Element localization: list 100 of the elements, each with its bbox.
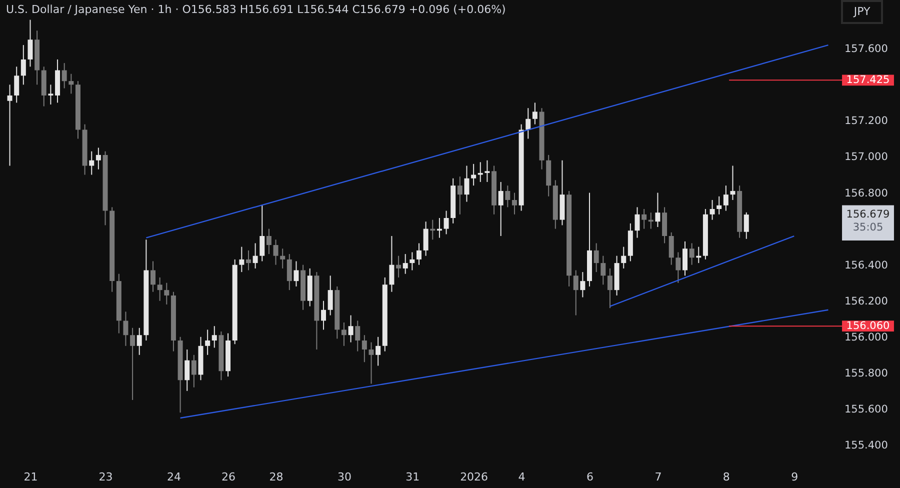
candlestick bbox=[573, 270, 578, 316]
candlestick bbox=[423, 221, 428, 256]
ref-line-label: 156.060 bbox=[846, 320, 890, 332]
candlestick bbox=[396, 255, 402, 278]
candlestick bbox=[321, 300, 326, 330]
x-tick-label: 7 bbox=[654, 470, 662, 484]
candlestick bbox=[362, 334, 367, 363]
candlestick bbox=[260, 204, 265, 262]
x-tick-label: 2026 bbox=[460, 470, 488, 484]
x-tick-label: 26 bbox=[222, 470, 236, 484]
y-tick-label: 156.400 bbox=[844, 259, 888, 272]
candlestick bbox=[410, 252, 415, 271]
candlestick bbox=[62, 62, 67, 89]
candlestick bbox=[157, 276, 162, 302]
x-tick-label: 31 bbox=[406, 470, 420, 484]
y-tick-label: 155.600 bbox=[844, 403, 888, 416]
y-tick-label: 157.200 bbox=[844, 115, 888, 128]
candlestick bbox=[676, 252, 681, 284]
candlestick bbox=[246, 250, 251, 271]
candlestick bbox=[730, 165, 736, 200]
text: 35:05 bbox=[852, 222, 884, 234]
candlestick bbox=[642, 208, 647, 230]
x-tick-label: 6 bbox=[586, 470, 594, 484]
candlestick bbox=[341, 322, 346, 346]
candlestick bbox=[89, 150, 94, 176]
x-tick-label: 9 bbox=[791, 470, 798, 484]
candlestick bbox=[212, 326, 217, 348]
candlestick bbox=[689, 242, 694, 266]
candlestick bbox=[526, 108, 531, 140]
candlestick bbox=[498, 181, 504, 237]
candlestick bbox=[191, 354, 196, 388]
candlestick bbox=[294, 260, 299, 287]
candlestick bbox=[150, 260, 156, 292]
candlestick bbox=[28, 19, 33, 68]
y-tick-label: 156.200 bbox=[844, 295, 888, 308]
candlestick bbox=[655, 192, 660, 228]
x-tick-label: 24 bbox=[166, 470, 181, 484]
candlestick bbox=[184, 349, 190, 392]
candlestick bbox=[348, 314, 354, 343]
candlestick bbox=[130, 327, 136, 400]
candlestick bbox=[252, 242, 258, 269]
ref-line-label: 157.425 bbox=[846, 74, 890, 86]
x-tick-label: 30 bbox=[337, 470, 352, 484]
candlestick bbox=[723, 185, 728, 212]
candlestick bbox=[123, 311, 128, 346]
candlestick bbox=[457, 176, 462, 215]
candlestick bbox=[668, 232, 674, 266]
candlestick bbox=[662, 206, 668, 244]
y-tick-label: 156.800 bbox=[844, 187, 888, 200]
candlestick bbox=[20, 44, 26, 86]
candlestick bbox=[328, 275, 333, 316]
candlestick bbox=[621, 246, 626, 269]
candlestick bbox=[205, 329, 210, 356]
x-tick-label: 28 bbox=[269, 470, 284, 484]
candlestick bbox=[594, 242, 599, 273]
candlestick bbox=[471, 163, 476, 186]
candlestick bbox=[7, 84, 12, 166]
candlestick bbox=[634, 206, 640, 238]
candlestick bbox=[368, 342, 374, 384]
candlestick bbox=[600, 255, 606, 286]
candlestick bbox=[68, 73, 74, 94]
candlestick bbox=[136, 327, 142, 356]
y-tick-label: 155.400 bbox=[844, 440, 888, 452]
text: JPY bbox=[852, 5, 870, 18]
candlestick bbox=[532, 102, 538, 125]
y-tick-label: 157.600 bbox=[844, 43, 888, 56]
candlestick bbox=[484, 160, 490, 182]
candlestick bbox=[280, 248, 286, 269]
candlestick bbox=[744, 212, 749, 240]
candlestick bbox=[607, 268, 612, 309]
y-tick-label: 156.000 bbox=[844, 331, 888, 344]
candlestick bbox=[389, 236, 394, 292]
y-tick-label: 155.800 bbox=[844, 367, 888, 380]
candlestick bbox=[164, 282, 170, 305]
x-tick-label: 21 bbox=[24, 470, 38, 484]
candlestick bbox=[710, 199, 715, 220]
x-tick-label: 4 bbox=[518, 470, 526, 484]
candlestick bbox=[355, 320, 360, 352]
text: 156.679 bbox=[846, 208, 890, 221]
candlestick bbox=[716, 196, 722, 215]
x-tick-label: 23 bbox=[98, 470, 113, 484]
candlestick bbox=[464, 165, 470, 202]
candlestick bbox=[48, 84, 54, 105]
y-tick-label: 157.000 bbox=[844, 151, 888, 164]
candlestick bbox=[14, 66, 20, 104]
candlestick bbox=[682, 240, 688, 276]
chart-title: U.S. Dollar / Japanese Yen · 1h · O156.583 H156.691 L156.544 C156.679 +0.096 (+0.06%) bbox=[6, 3, 506, 16]
candlestick bbox=[402, 254, 408, 274]
candlestick bbox=[512, 192, 517, 215]
candlestick bbox=[376, 336, 381, 366]
candlestick bbox=[505, 185, 510, 208]
x-tick-label: 8 bbox=[722, 470, 730, 484]
candlestick bbox=[416, 242, 422, 266]
candlestick bbox=[286, 254, 292, 291]
candlestick bbox=[266, 228, 272, 255]
candlestick bbox=[444, 210, 449, 235]
candlestick bbox=[273, 239, 278, 266]
candlestick bbox=[239, 246, 244, 273]
candlestick bbox=[96, 147, 101, 170]
candlestick bbox=[478, 162, 483, 182]
